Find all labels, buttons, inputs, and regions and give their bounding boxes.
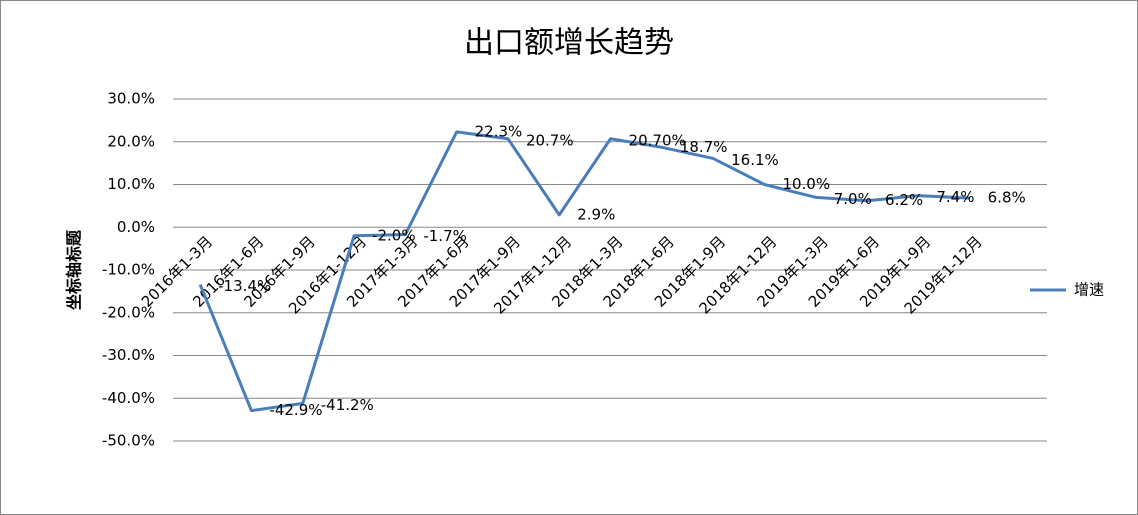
data-label: 22.3% — [475, 122, 523, 140]
data-label: 20.7% — [526, 131, 574, 149]
data-label: 20.70% — [629, 131, 686, 149]
chart-title: 出口额增长趋势 — [464, 26, 674, 61]
y-tick-label: 20.0% — [107, 132, 155, 150]
data-label: -42.9% — [269, 401, 322, 419]
series-line — [198, 130, 970, 413]
data-label: 10.0% — [782, 175, 830, 193]
y-tick-label: -20.0% — [102, 303, 155, 321]
data-label: -2.0% — [372, 226, 416, 244]
y-tick-label: 30.0% — [107, 90, 155, 108]
data-label: -13.4% — [218, 277, 271, 295]
y-tick-label: 0.0% — [117, 218, 155, 236]
data-label: 7.4% — [936, 188, 974, 206]
data-label: 2.9% — [577, 205, 615, 223]
y-axis-title: 坐标轴标题 — [65, 229, 84, 310]
data-label: 6.2% — [885, 191, 923, 209]
y-tick-label: -10.0% — [102, 261, 155, 279]
legend-label: 增速 — [1074, 281, 1104, 299]
data-label: 18.7% — [680, 138, 728, 156]
data-label: 6.8% — [988, 189, 1026, 207]
y-tick-label: -40.0% — [102, 389, 155, 407]
y-tick-label: 10.0% — [107, 175, 155, 193]
data-label: -41.2% — [321, 396, 374, 414]
data-label: -1.7% — [423, 227, 467, 245]
data-label: 16.1% — [731, 151, 779, 169]
y-tick-label: -50.0% — [102, 432, 155, 450]
y-tick-label: -30.0% — [102, 346, 155, 364]
data-label: 7.0% — [834, 190, 872, 208]
